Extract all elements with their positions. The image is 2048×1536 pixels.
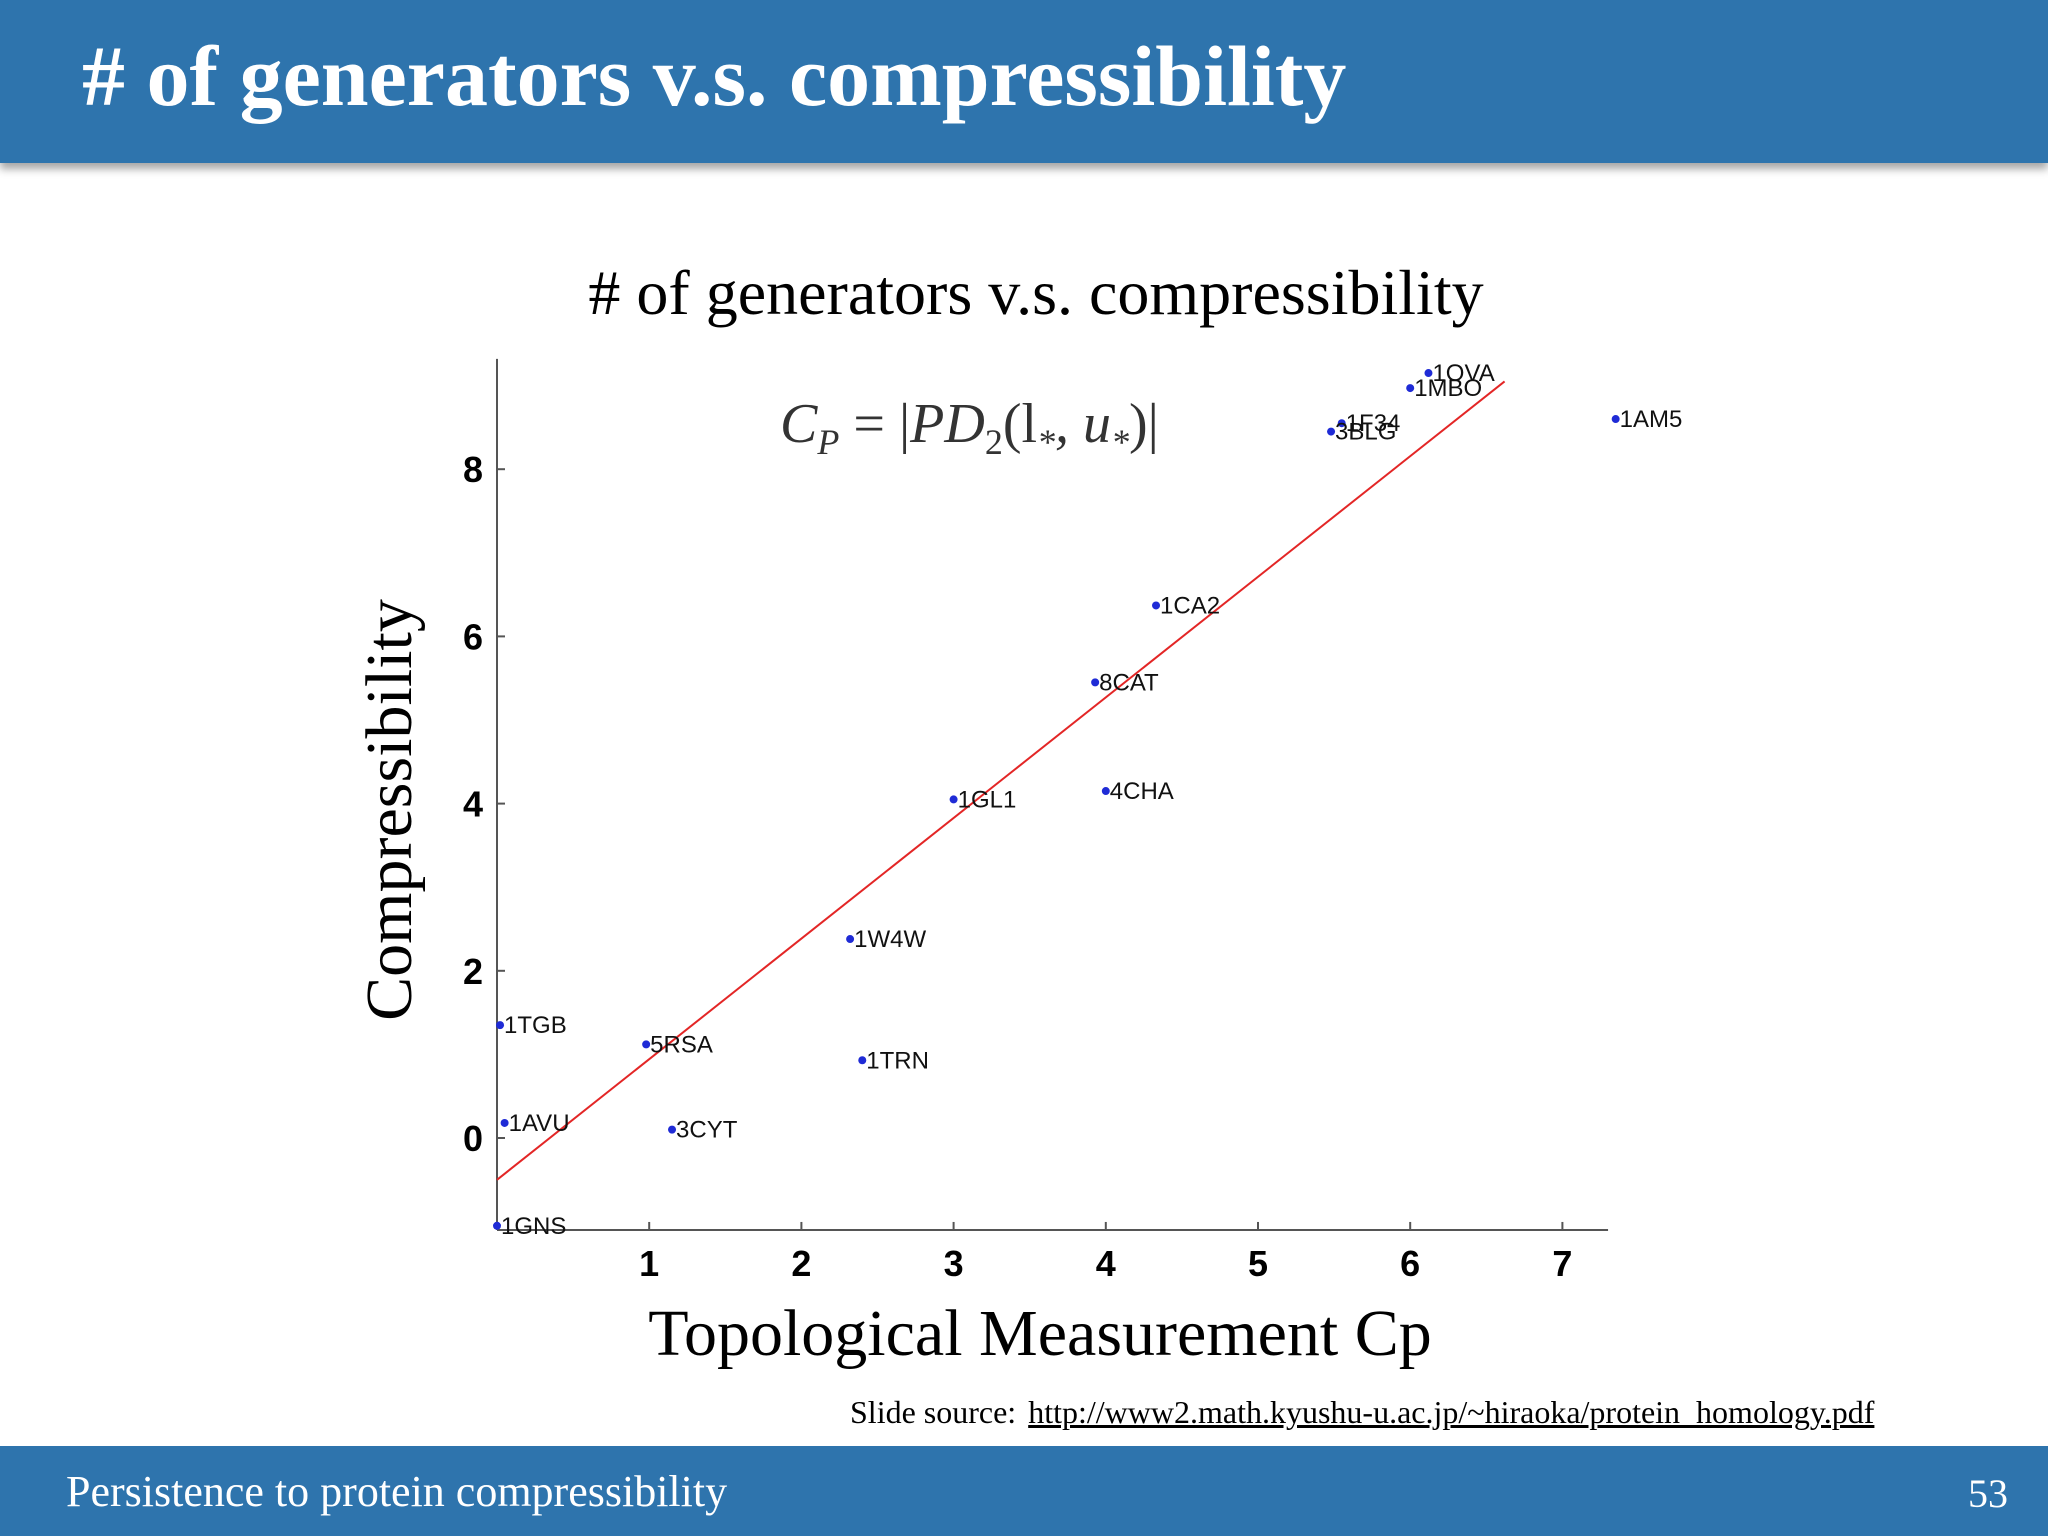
point-label: 1AM5: [1620, 406, 1683, 433]
y-tick-label: 6: [463, 616, 483, 657]
data-point: [1327, 427, 1336, 436]
data-point: [500, 1118, 509, 1127]
data-point: [1091, 678, 1100, 687]
y-tick-label: 8: [463, 449, 483, 490]
slide-title: # of generators v.s. compressibility: [82, 28, 1347, 124]
data-point: [846, 935, 855, 944]
point-label: 1W4W: [854, 926, 926, 953]
point-label: 8CAT: [1099, 669, 1159, 696]
data-point: [1611, 415, 1620, 424]
data-point: [642, 1040, 651, 1049]
x-tick-label: 6: [1400, 1243, 1420, 1284]
point-label: 1CA2: [1160, 592, 1220, 619]
footer-text: Persistence to protein compressibility: [66, 1467, 728, 1516]
y-tick-label: 4: [463, 784, 483, 825]
x-tick-label: 2: [791, 1243, 811, 1284]
point-label: 1OVA: [1432, 360, 1494, 387]
point-label: 3BLG: [1335, 419, 1396, 446]
formula-equals: = |: [839, 393, 911, 455]
point-label: 5RSA: [650, 1031, 713, 1058]
slide-footer: Persistence to protein compressibility 5…: [0, 1446, 2048, 1536]
formula: CP = |PD2(l*, u*)|: [780, 392, 1159, 463]
point-label: 1MBO: [1414, 375, 1482, 402]
slide-header: # of generators v.s. compressibility: [0, 0, 2048, 163]
formula-pd: PD: [910, 393, 985, 455]
y-tick-label: 0: [463, 1118, 483, 1159]
data-point: [1101, 787, 1110, 796]
point-label: 4CHA: [1110, 778, 1174, 805]
x-tick-label: 1: [639, 1243, 659, 1284]
point-label: 1TGB: [504, 1012, 567, 1039]
slide-source: Slide source: http://www2.math.kyushu-u.a…: [850, 1394, 1874, 1431]
formula-mid: , u: [1055, 393, 1112, 455]
y-tick-label: 2: [463, 951, 483, 992]
point-label: 1TRN: [866, 1047, 929, 1074]
chart-title-text: # of generators v.s. compressibility: [588, 257, 1484, 328]
x-tick-label: 4: [1096, 1243, 1116, 1284]
point-label: 1AVU: [509, 1110, 570, 1137]
data-point: [668, 1125, 677, 1134]
formula-pd-sub: 2: [984, 422, 1003, 463]
point-label: 1GL1: [958, 786, 1017, 813]
data-point: [949, 795, 958, 804]
x-tick-label: 5: [1248, 1243, 1268, 1284]
chart-title: # of generators v.s. compressibility: [0, 256, 2048, 330]
point-label: 3CYT: [676, 1117, 738, 1144]
data-point: [1337, 419, 1346, 428]
x-tick-label: 3: [944, 1243, 964, 1284]
formula-args-open: (l: [1002, 393, 1038, 455]
fit-line: [496, 380, 1506, 1181]
x-axis-label: Topological Measurement Cp: [648, 1297, 1432, 1370]
source-label: Slide source:: [850, 1394, 1017, 1430]
data-point: [1424, 369, 1433, 378]
source-link[interactable]: http://www2.math.kyushu-u.ac.jp/~hiraoka…: [1028, 1394, 1875, 1430]
formula-close: )|: [1129, 393, 1159, 455]
formula-sub-1: *: [1037, 422, 1056, 463]
page-number: 53: [1968, 1471, 2008, 1516]
point-label: 1F34: [1346, 410, 1401, 437]
data-point: [1152, 601, 1161, 610]
x-tick-label: 7: [1552, 1243, 1572, 1284]
data-point: [858, 1056, 867, 1065]
data-point: [1406, 384, 1415, 393]
y-axis-label: Compressibility: [353, 599, 426, 1021]
data-point: [493, 1221, 501, 1230]
formula-lhs-sub: P: [817, 422, 840, 463]
data-point: [496, 1021, 505, 1030]
formula-sub-2: *: [1111, 422, 1130, 463]
point-label: 1GNS: [501, 1213, 566, 1240]
formula-lhs: C: [780, 393, 818, 455]
